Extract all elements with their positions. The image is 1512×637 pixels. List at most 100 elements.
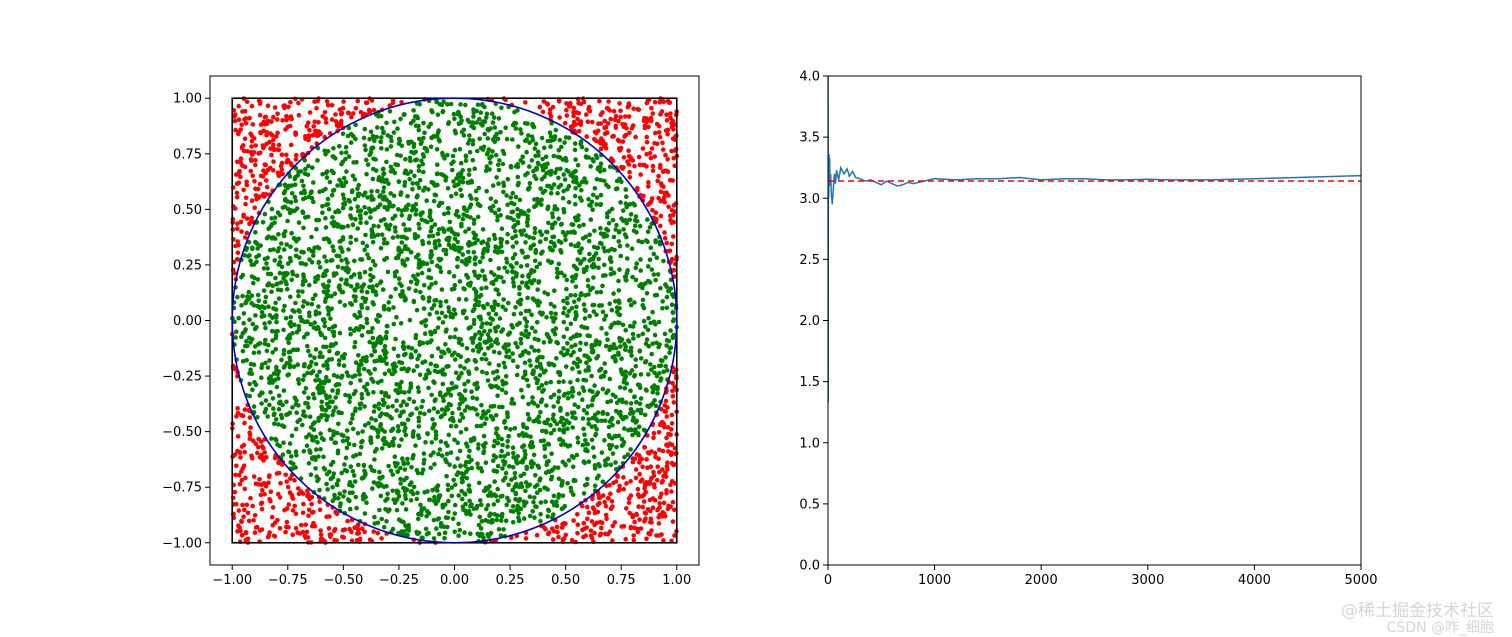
scatter-point-inside <box>511 244 516 249</box>
scatter-point-outside <box>293 130 298 135</box>
scatter-point-inside <box>602 438 607 443</box>
scatter-point-inside <box>533 226 538 231</box>
scatter-point-outside <box>372 108 377 113</box>
scatter-point-outside <box>271 159 276 164</box>
scatter-point-inside <box>470 395 475 400</box>
scatter-point-inside <box>527 358 532 363</box>
scatter-point-inside <box>464 257 469 262</box>
scatter-point-outside <box>669 427 674 432</box>
scatter-point-inside <box>449 393 454 398</box>
scatter-point-inside <box>571 350 576 355</box>
scatter-point-inside <box>625 243 630 248</box>
scatter-point-inside <box>310 456 315 461</box>
scatter-point-inside <box>354 506 359 511</box>
scatter-point-inside <box>331 475 336 480</box>
scatter-point-inside <box>600 450 605 455</box>
scatter-point-inside <box>429 393 434 398</box>
scatter-point-inside <box>415 497 420 502</box>
scatter-point-inside <box>524 150 529 155</box>
scatter-point-inside <box>517 286 522 291</box>
y-tick-label: −0.25 <box>162 370 202 385</box>
scatter-point-inside <box>331 499 336 504</box>
scatter-point-inside <box>537 465 542 470</box>
scatter-point-inside <box>399 367 404 372</box>
scatter-point-inside <box>387 307 392 312</box>
scatter-point-inside <box>460 259 465 264</box>
scatter-point-outside <box>629 493 634 498</box>
scatter-point-inside <box>324 259 329 264</box>
scatter-point-inside <box>381 189 386 194</box>
scatter-point-inside <box>440 110 445 115</box>
scatter-point-inside <box>331 146 336 151</box>
scatter-point-inside <box>562 140 567 145</box>
scatter-point-inside <box>540 355 545 360</box>
scatter-point-inside <box>623 386 628 391</box>
scatter-point-inside <box>586 278 591 283</box>
scatter-point-outside <box>237 117 242 122</box>
scatter-point-inside <box>252 351 257 356</box>
scatter-point-inside <box>381 131 386 136</box>
scatter-point-outside <box>631 106 636 111</box>
scatter-point-inside <box>365 382 370 387</box>
scatter-point-inside <box>581 236 586 241</box>
scatter-point-inside <box>542 438 547 443</box>
scatter-point-inside <box>485 241 490 246</box>
scatter-point-inside <box>402 112 407 117</box>
scatter-point-inside <box>375 125 380 130</box>
scatter-point-outside <box>661 449 666 454</box>
scatter-point-inside <box>532 174 537 179</box>
scatter-point-inside <box>565 412 570 417</box>
scatter-point-inside <box>452 116 457 121</box>
scatter-point-inside <box>372 521 377 526</box>
scatter-point-inside <box>301 226 306 231</box>
scatter-point-inside <box>526 402 531 407</box>
scatter-point-inside <box>418 341 423 346</box>
scatter-point-outside <box>242 450 247 455</box>
scatter-point-inside <box>422 451 427 456</box>
scatter-point-inside <box>370 326 375 331</box>
scatter-point-inside <box>458 102 463 107</box>
scatter-point-inside <box>405 457 410 462</box>
scatter-point-outside <box>611 134 616 139</box>
scatter-point-inside <box>304 435 309 440</box>
scatter-point-inside <box>437 227 442 232</box>
scatter-point-inside <box>395 469 400 474</box>
scatter-point-inside <box>259 375 264 380</box>
scatter-point-inside <box>530 509 535 514</box>
scatter-point-outside <box>663 153 668 158</box>
scatter-point-inside <box>619 356 624 361</box>
scatter-point-outside <box>320 114 325 119</box>
scatter-point-outside <box>664 241 669 246</box>
scatter-point-outside <box>258 130 263 135</box>
scatter-point-inside <box>344 278 349 283</box>
scatter-point-inside <box>344 456 349 461</box>
scatter-point-inside <box>350 302 355 307</box>
scatter-point-inside <box>473 257 478 262</box>
scatter-point-inside <box>648 225 653 230</box>
scatter-point-inside <box>520 460 525 465</box>
scatter-point-inside <box>644 342 649 347</box>
scatter-point-outside <box>617 146 622 151</box>
scatter-point-outside <box>671 370 676 375</box>
scatter-point-outside <box>252 474 257 479</box>
scatter-point-inside <box>311 180 316 185</box>
scatter-point-inside <box>513 305 518 310</box>
scatter-point-inside <box>297 220 302 225</box>
scatter-point-outside <box>288 124 293 129</box>
scatter-point-inside <box>251 322 256 327</box>
scatter-point-inside <box>264 398 269 403</box>
scatter-point-inside <box>403 157 408 162</box>
scatter-point-inside <box>404 476 409 481</box>
scatter-point-inside <box>414 208 419 213</box>
scatter-point-inside <box>570 394 575 399</box>
scatter-point-inside <box>379 517 384 522</box>
scatter-point-outside <box>657 521 662 526</box>
scatter-point-inside <box>586 422 591 427</box>
scatter-point-outside <box>262 145 267 150</box>
scatter-point-inside <box>552 428 557 433</box>
scatter-point-inside <box>336 265 341 270</box>
scatter-point-inside <box>472 436 477 441</box>
scatter-point-inside <box>545 332 550 337</box>
scatter-point-inside <box>315 245 320 250</box>
scatter-point-outside <box>249 157 254 162</box>
